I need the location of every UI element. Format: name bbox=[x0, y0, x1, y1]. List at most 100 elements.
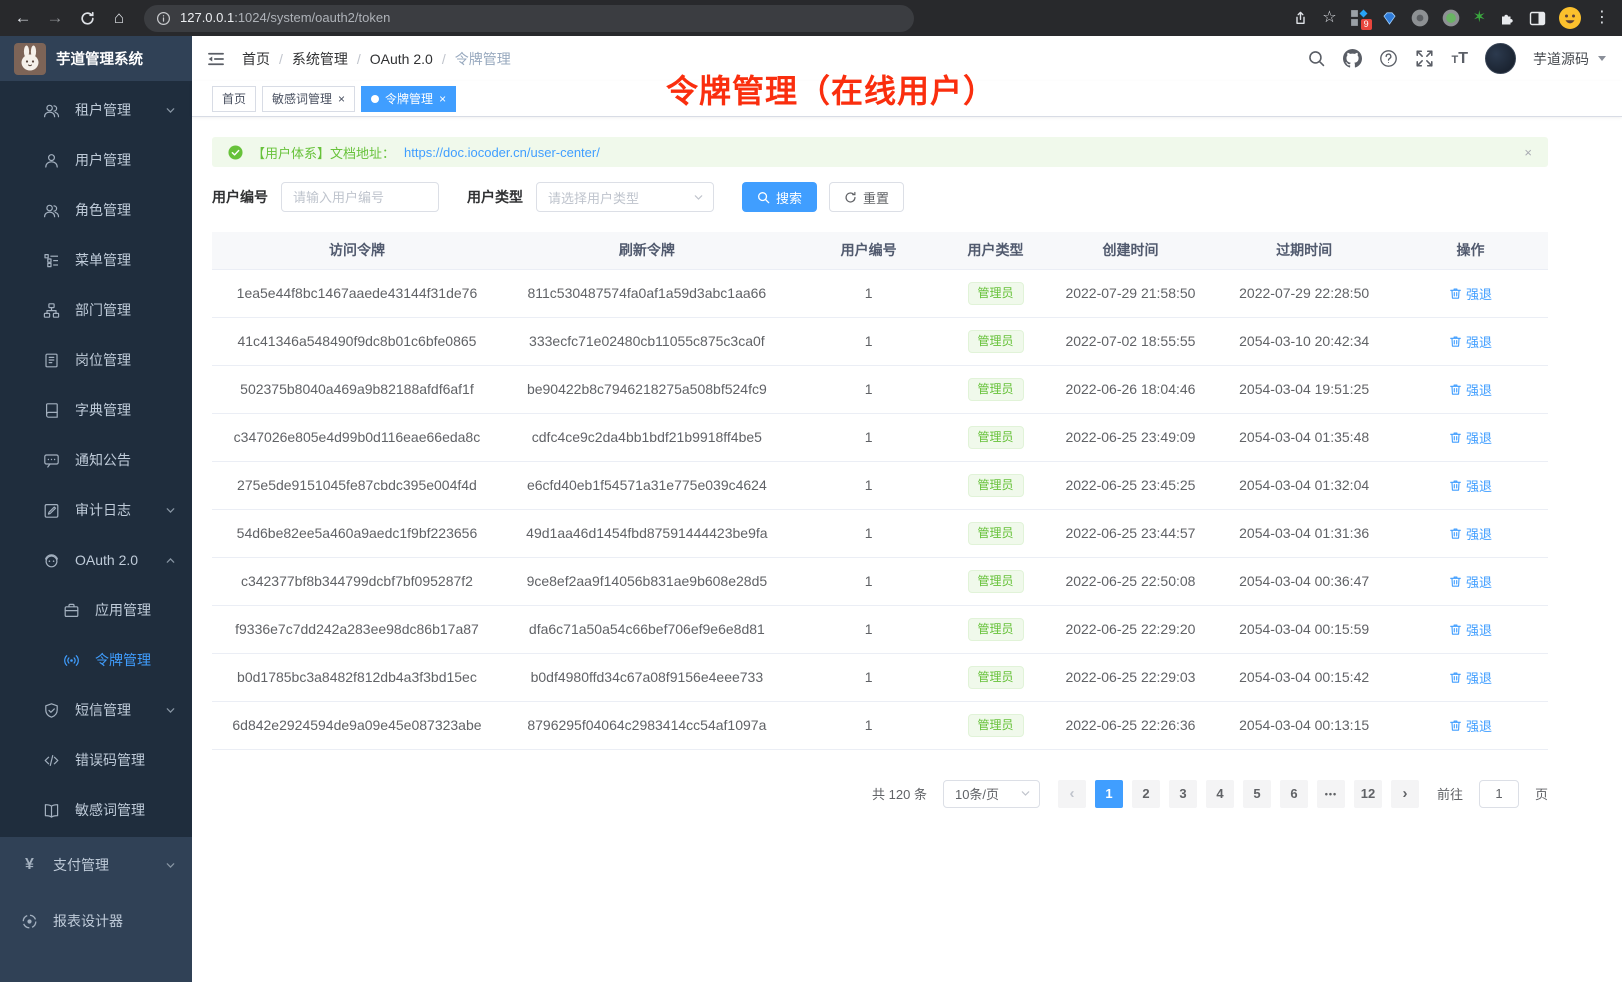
page-button-2[interactable]: 2 bbox=[1131, 779, 1160, 808]
font-size-icon[interactable]: TT bbox=[1451, 49, 1468, 67]
sidebar-item-label: 角色管理 bbox=[75, 202, 131, 218]
col-expires: 过期时间 bbox=[1215, 232, 1393, 270]
alert-close-icon[interactable]: × bbox=[1524, 144, 1532, 160]
share-icon[interactable] bbox=[1292, 10, 1309, 27]
page-button-6[interactable]: 6 bbox=[1279, 779, 1308, 808]
help-icon[interactable] bbox=[1379, 49, 1398, 68]
username[interactable]: 芋道源码 bbox=[1533, 50, 1589, 67]
user-type-select[interactable]: 请选择用户类型 bbox=[536, 182, 714, 212]
cell-access: 275e5de9151045fe87cbdc395e004f4d bbox=[212, 461, 502, 510]
browser-reload-icon[interactable] bbox=[72, 3, 102, 33]
record-extension-icon[interactable] bbox=[1442, 9, 1460, 27]
sidebar-item-sms[interactable]: 短信管理 bbox=[0, 685, 192, 735]
force-logout-button[interactable]: 强退 bbox=[1449, 380, 1492, 399]
sidebar-item-post[interactable]: 岗位管理 bbox=[0, 335, 192, 385]
goto-page-input[interactable] bbox=[1478, 779, 1519, 808]
cell-access: f9336e7c7dd242a283ee98dc86b17a87 bbox=[212, 605, 502, 654]
trash-icon bbox=[1450, 527, 1461, 539]
sidebar-item-audit-log[interactable]: 审计日志 bbox=[0, 485, 192, 535]
bookmark-star-icon[interactable]: ☆ bbox=[1322, 9, 1337, 26]
menu-kebab-icon[interactable]: ⋮ bbox=[1594, 9, 1610, 26]
force-logout-button[interactable]: 强退 bbox=[1449, 428, 1492, 447]
sidebar-item-oauth-app[interactable]: 应用管理 bbox=[0, 585, 192, 635]
sidebar-item-notice[interactable]: 通知公告 bbox=[0, 435, 192, 485]
sidebar-item-error-code[interactable]: 错误码管理 bbox=[0, 735, 192, 785]
user-menu-caret-icon[interactable] bbox=[1598, 56, 1606, 61]
browser-home-icon[interactable]: ⌂ bbox=[113, 8, 125, 27]
navbar-actions: TT 芋道源码 bbox=[1307, 43, 1606, 74]
prev-page-button[interactable]: ‹ bbox=[1057, 779, 1086, 808]
force-logout-button[interactable]: 强退 bbox=[1449, 284, 1492, 303]
page-size-select[interactable]: 10条/页 bbox=[942, 779, 1040, 808]
user-avatar[interactable] bbox=[1485, 43, 1516, 74]
extensions-puzzle-icon[interactable] bbox=[1499, 10, 1516, 27]
gem-extension-icon[interactable] bbox=[1381, 10, 1398, 27]
sidebar-item-dept[interactable]: 部门管理 bbox=[0, 285, 192, 335]
cell-access: 6d842e2924594de9a09e45e087323abe bbox=[212, 701, 502, 750]
close-icon[interactable]: × bbox=[439, 91, 447, 106]
reset-button[interactable]: 重置 bbox=[829, 182, 905, 212]
grid-diamond-icon bbox=[1350, 9, 1368, 26]
search-button[interactable]: 搜索 bbox=[742, 182, 818, 212]
breadcrumb-home[interactable]: 首页 bbox=[242, 50, 270, 67]
tab-token[interactable]: 令牌管理 × bbox=[361, 85, 457, 112]
sidebar-fold-icon[interactable] bbox=[206, 49, 226, 69]
search-icon[interactable] bbox=[1307, 49, 1326, 68]
sidebar-item-report-designer[interactable]: 报表设计器 bbox=[0, 893, 192, 949]
address-bar[interactable]: 127.0.0.1:1024/system/oauth2/token bbox=[144, 4, 914, 32]
extension-grid-icon[interactable]: 9 bbox=[1350, 9, 1372, 30]
force-logout-button[interactable]: 强退 bbox=[1449, 620, 1492, 639]
gray-extension-icon[interactable] bbox=[1411, 9, 1429, 27]
profile-avatar[interactable] bbox=[1559, 7, 1581, 29]
page-button-4[interactable]: 4 bbox=[1205, 779, 1234, 808]
fullscreen-icon[interactable] bbox=[1415, 49, 1434, 68]
force-logout-button[interactable]: 强退 bbox=[1449, 716, 1492, 735]
col-access-token: 访问令牌 bbox=[212, 232, 502, 270]
force-logout-button[interactable]: 强退 bbox=[1449, 668, 1492, 687]
breadcrumb-oauth[interactable]: OAuth 2.0 bbox=[369, 50, 433, 67]
sidebar-item-role[interactable]: 角色管理 bbox=[0, 185, 192, 235]
breadcrumb-system[interactable]: 系统管理 bbox=[291, 50, 348, 67]
more-pages-button[interactable]: ••• bbox=[1316, 779, 1345, 808]
sidebar-item-dict[interactable]: 字典管理 bbox=[0, 385, 192, 435]
force-logout-button[interactable]: 强退 bbox=[1449, 476, 1492, 495]
site-info-icon[interactable] bbox=[156, 11, 171, 26]
cell-expires: 2022-07-29 22:28:50 bbox=[1215, 269, 1393, 318]
green-star-extension-icon[interactable]: ✶ bbox=[1472, 9, 1486, 26]
sidebar-item-tenant[interactable]: 租户管理 bbox=[0, 85, 192, 135]
sidebar-item-menu[interactable]: 菜单管理 bbox=[0, 235, 192, 285]
doc-link[interactable]: https://doc.iocoder.cn/user-center/ bbox=[404, 144, 600, 160]
force-logout-button[interactable]: 强退 bbox=[1449, 572, 1492, 591]
audit-log-icon bbox=[44, 503, 59, 518]
user-type-tag: 管理员 bbox=[967, 617, 1024, 641]
github-icon[interactable] bbox=[1343, 49, 1363, 68]
sidebar-item-pay[interactable]: ¥ 支付管理 bbox=[0, 837, 192, 893]
url-text: 127.0.0.1:1024/system/oauth2/token bbox=[180, 10, 391, 25]
tab-sensitive-word[interactable]: 敏感词管理 × bbox=[262, 85, 356, 112]
table-header-row: 访问令牌 刷新令牌 用户编号 用户类型 创建时间 过期时间 操作 bbox=[212, 232, 1548, 270]
cell-user-type: 管理员 bbox=[945, 701, 1046, 750]
force-logout-button[interactable]: 强退 bbox=[1449, 524, 1492, 543]
table-row: 54d6be82ee5a460a9aedc1f9bf223656 49d1aa4… bbox=[212, 509, 1548, 558]
sidebar-item-oauth-token[interactable]: 令牌管理 bbox=[0, 635, 192, 685]
cell-user-id: 1 bbox=[791, 365, 946, 414]
sidebar-item-sensitive-word[interactable]: 敏感词管理 bbox=[0, 785, 192, 835]
user-id-input[interactable] bbox=[281, 182, 439, 212]
force-logout-button[interactable]: 强退 bbox=[1449, 332, 1492, 351]
close-icon[interactable]: × bbox=[338, 91, 346, 106]
sidebar-item-oauth[interactable]: OAuth 2.0 bbox=[0, 535, 192, 585]
page-button-12[interactable]: 12 bbox=[1353, 779, 1382, 808]
next-page-button[interactable]: › bbox=[1390, 779, 1419, 808]
sidebar-item-label: 菜单管理 bbox=[75, 252, 131, 268]
search-icon bbox=[758, 191, 770, 203]
page-button-3[interactable]: 3 bbox=[1168, 779, 1197, 808]
browser-forward-icon[interactable]: → bbox=[46, 8, 64, 27]
sidebar-item-user[interactable]: 用户管理 bbox=[0, 135, 192, 185]
page-button-1[interactable]: 1 bbox=[1094, 779, 1123, 808]
page-button-5[interactable]: 5 bbox=[1242, 779, 1271, 808]
cell-refresh: 9ce8ef2aa9f14056b831ae9b608e28d5 bbox=[501, 557, 792, 606]
side-panel-icon[interactable] bbox=[1529, 10, 1546, 27]
tab-home[interactable]: 首页 bbox=[212, 85, 257, 112]
sidebar-logo[interactable]: 芋道管理系统 bbox=[0, 36, 192, 81]
browser-back-icon[interactable]: ← bbox=[14, 8, 32, 27]
